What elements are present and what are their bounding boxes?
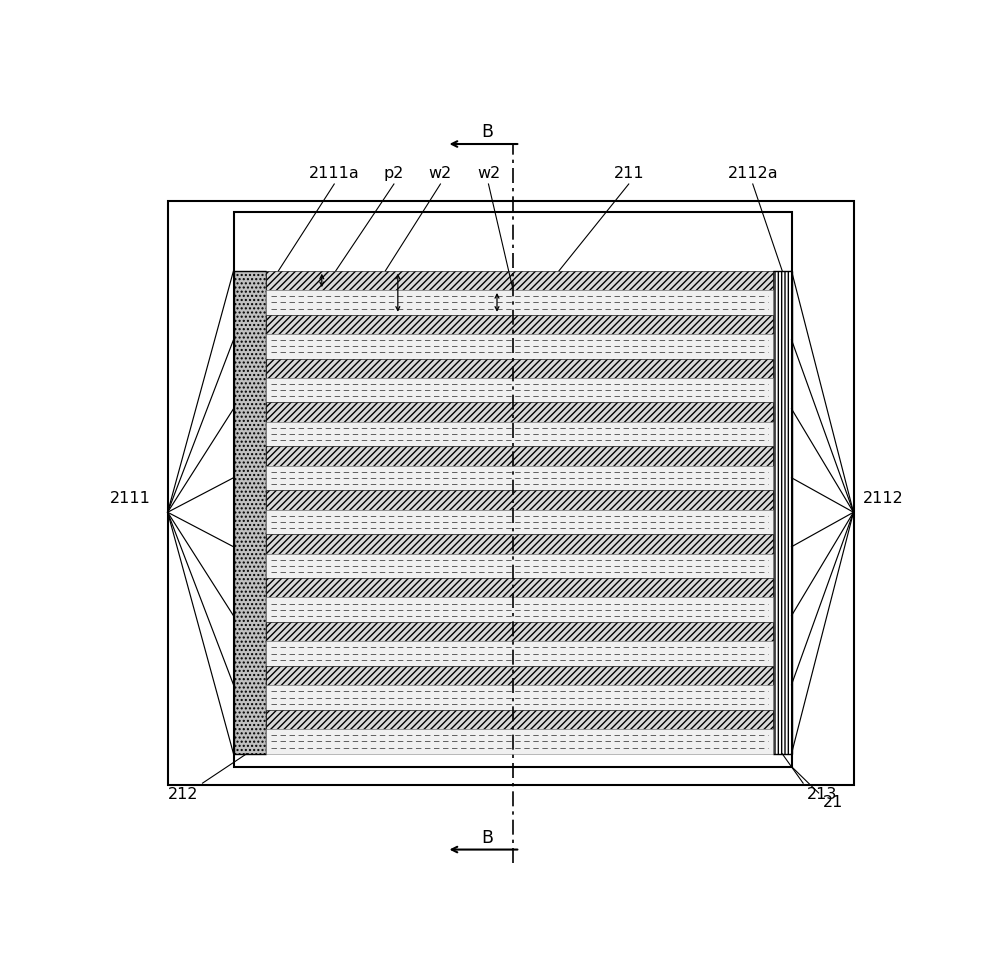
Bar	[266, 685, 773, 710]
Bar	[266, 466, 773, 490]
Bar	[266, 447, 773, 465]
Text: 21: 21	[822, 795, 843, 810]
Text: w2: w2	[429, 166, 452, 181]
Bar	[266, 403, 773, 421]
Bar	[266, 270, 773, 290]
Bar	[266, 554, 773, 578]
Bar	[266, 290, 773, 315]
Bar	[266, 710, 773, 729]
Bar	[266, 641, 773, 666]
Bar	[266, 666, 773, 685]
Text: 213: 213	[807, 787, 837, 802]
Bar	[234, 212, 792, 766]
Text: B: B	[481, 828, 493, 847]
Bar	[234, 270, 266, 754]
Bar	[266, 421, 773, 447]
Text: w2: w2	[477, 166, 500, 181]
Bar	[266, 622, 773, 641]
Bar	[266, 534, 773, 554]
Text: B: B	[481, 123, 493, 141]
Text: 212: 212	[168, 787, 199, 802]
Bar	[266, 729, 773, 754]
Text: 2112a: 2112a	[727, 166, 778, 181]
Bar	[168, 201, 854, 785]
Text: 2111: 2111	[110, 491, 151, 507]
Text: 2112: 2112	[863, 491, 904, 507]
Bar	[266, 490, 773, 510]
Bar	[266, 598, 773, 622]
Text: p2: p2	[384, 166, 404, 181]
Bar	[266, 510, 773, 534]
Text: 211: 211	[613, 166, 644, 181]
Bar	[266, 315, 773, 334]
Bar	[266, 578, 773, 598]
Bar	[773, 270, 792, 754]
Bar	[266, 359, 773, 378]
Text: 2111a: 2111a	[309, 166, 360, 181]
Bar	[266, 378, 773, 403]
Bar	[266, 334, 773, 359]
